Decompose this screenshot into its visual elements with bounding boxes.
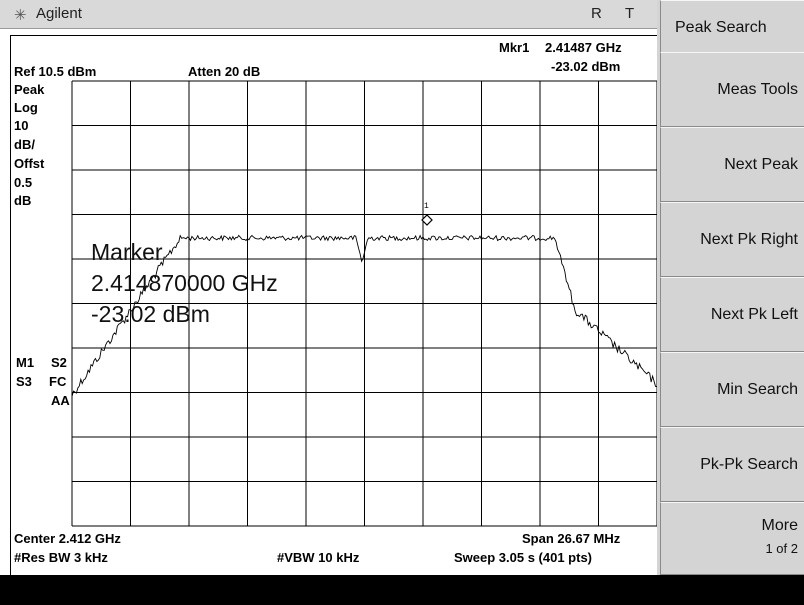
softkey-label: Meas Tools xyxy=(717,80,798,98)
softkey-label: Peak Search xyxy=(675,19,767,36)
marker-number-label: 1 xyxy=(424,202,429,211)
scale-annotation: 10 xyxy=(14,118,29,133)
softkey-more[interactable]: More 1 of 2 xyxy=(660,502,804,575)
marker-overlay-frequency: 2.414870000 GHz xyxy=(91,270,278,296)
graticule: 1 xyxy=(71,80,657,527)
status-bar xyxy=(0,575,804,605)
softkey-label: More xyxy=(761,517,798,534)
remote-flag: R xyxy=(591,5,602,22)
trace-flag: S3 xyxy=(16,374,32,389)
agilent-spark-icon: ✳ xyxy=(14,7,27,24)
softkey-menu: Peak Search Meas Tools Next Peak Next Pk… xyxy=(660,0,804,575)
marker-overlay-amplitude: -23.02 dBm xyxy=(91,301,210,327)
trace-flag: FC xyxy=(49,374,67,389)
trace-flag: M1 xyxy=(16,355,35,370)
spectrum-trace xyxy=(71,234,657,397)
scale-annotation: dB xyxy=(14,193,32,208)
trace-flag: S2 xyxy=(51,355,67,370)
softkey-meas-tools[interactable]: Meas Tools xyxy=(660,52,804,127)
marker-diamond xyxy=(421,214,433,226)
graticule-grid xyxy=(71,80,657,527)
scale-annotation: Peak xyxy=(14,82,45,97)
scale-annotation: dB/ xyxy=(14,137,35,152)
trigger-flag: T xyxy=(625,5,635,22)
center-frequency: Center 2.412 GHz xyxy=(14,531,121,546)
marker-readout-frequency: 2.41487 GHz xyxy=(545,40,622,55)
ref-level: Ref 10.5 dBm xyxy=(14,64,97,79)
video-bandwidth: #VBW 10 kHz xyxy=(277,550,360,565)
scale-annotation: Offst xyxy=(14,156,45,171)
softkey-label: Next Pk Left xyxy=(710,305,798,323)
marker-readout-amplitude: -23.02 dBm xyxy=(551,59,621,74)
marker-overlay-title: Marker xyxy=(91,239,163,265)
attenuation: Atten 20 dB xyxy=(188,64,261,79)
softkey-min-search[interactable]: Min Search xyxy=(660,352,804,427)
brand-label: Agilent xyxy=(36,5,82,22)
softkey-label: Pk-Pk Search xyxy=(700,455,798,473)
span: Span 26.67 MHz xyxy=(522,531,621,546)
softkey-next-pk-left[interactable]: Next Pk Left xyxy=(660,277,804,352)
spectrum-display: ✳ Agilent R T Mkr1 2.41487 GHz -23.02 dB… xyxy=(0,0,657,575)
trace-flag: AA xyxy=(51,393,70,408)
softkey-sublabel: 1 of 2 xyxy=(765,541,798,556)
marker-overlay: Marker 2.414870000 GHz -23.02 dBm xyxy=(91,237,278,330)
marker-readout-label: Mkr1 xyxy=(499,40,530,55)
display-frame xyxy=(10,35,657,575)
resolution-bandwidth: #Res BW 3 kHz xyxy=(14,550,108,565)
softkey-label: Next Pk Right xyxy=(700,230,798,248)
softkey-pk-pk-search[interactable]: Pk-Pk Search xyxy=(660,427,804,502)
scale-annotation: Log xyxy=(14,100,38,115)
softkey-next-peak[interactable]: Next Peak xyxy=(660,127,804,202)
softkey-next-pk-right[interactable]: Next Pk Right xyxy=(660,202,804,277)
softkey-label: Next Peak xyxy=(724,155,798,173)
scale-annotation: 0.5 xyxy=(14,175,33,190)
sweep-time: Sweep 3.05 s (401 pts) xyxy=(454,550,593,565)
title-bar: ✳ Agilent R T xyxy=(0,0,657,29)
softkey-label: Min Search xyxy=(717,380,798,398)
